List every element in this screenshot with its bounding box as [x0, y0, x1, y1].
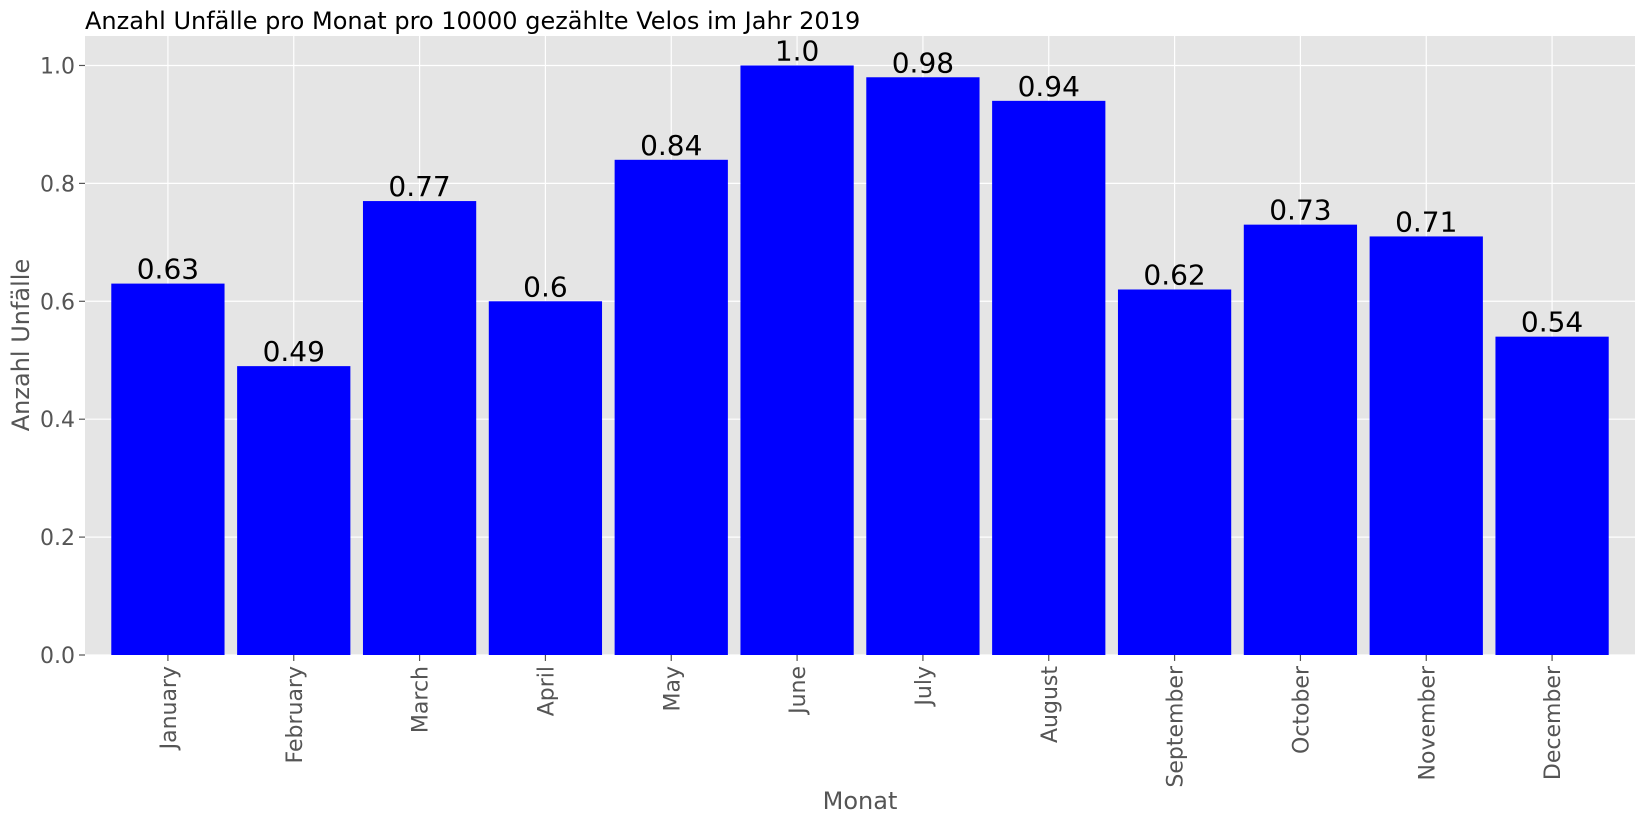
y-tick-label: 1.0 [40, 54, 75, 79]
y-tick-label: 0.2 [40, 526, 75, 551]
data-label-march: 0.77 [388, 170, 450, 203]
data-label-october: 0.73 [1269, 194, 1331, 227]
data-label-august: 0.94 [1018, 70, 1080, 103]
bars [111, 65, 1609, 656]
bar-july [866, 77, 980, 656]
data-label-november: 0.71 [1395, 205, 1457, 238]
chart-title: Anzahl Unfälle pro Monat pro 10000 gezäh… [85, 7, 860, 35]
x-tick-label: August [1038, 666, 1063, 743]
bar-august [992, 100, 1106, 656]
x-tick-label: July [912, 666, 937, 708]
data-label-february: 0.49 [263, 335, 325, 368]
x-axis-ticks: January February March April May June July Augu… [157, 655, 1566, 788]
bar-march [362, 201, 477, 656]
data-label-july: 0.98 [892, 46, 954, 79]
data-labels: 0.63 0.49 0.77 0.6 0.84 1.0 0.98 0.94 0.62 0.73 0.… [137, 34, 1584, 368]
y-tick-label: 0.6 [40, 290, 75, 315]
y-tick-label: 0.4 [40, 408, 75, 433]
x-tick-label: December [1541, 665, 1566, 780]
x-tick-label: February [283, 666, 308, 764]
y-axis-ticks: 0.0 0.2 0.4 0.6 0.8 1.0 [40, 54, 85, 669]
data-label-september: 0.62 [1143, 258, 1205, 291]
x-tick-label: November [1415, 665, 1440, 780]
bar-september [1117, 289, 1232, 655]
bar-april [488, 301, 603, 655]
data-label-may: 0.84 [640, 129, 702, 162]
bar-february [237, 366, 351, 655]
data-label-june: 1.0 [775, 34, 820, 67]
bar-june [740, 65, 854, 655]
bar-january [111, 283, 225, 655]
x-tick-label: April [534, 666, 559, 716]
data-label-december: 0.54 [1521, 306, 1583, 339]
x-tick-label: March [409, 666, 434, 733]
x-tick-label: January [157, 666, 182, 751]
bar-may [614, 159, 728, 656]
y-tick-label: 0.8 [40, 172, 75, 197]
data-label-january: 0.63 [137, 253, 199, 286]
x-axis-label: Monat [823, 787, 898, 815]
bar-november [1369, 236, 1483, 655]
data-label-april: 0.6 [523, 270, 568, 303]
y-axis-label: Anzahl Unfälle [7, 259, 35, 431]
bar-october [1243, 224, 1358, 655]
x-tick-label: October [1289, 665, 1314, 754]
x-tick-label: September [1164, 665, 1189, 788]
y-tick-label: 0.0 [40, 644, 75, 669]
bar-december [1495, 336, 1609, 655]
x-tick-label: May [660, 666, 685, 711]
x-tick-label: June [786, 666, 811, 716]
